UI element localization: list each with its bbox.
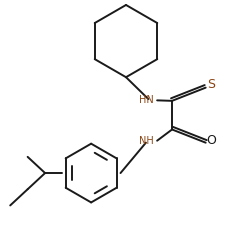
Text: O: O [206, 134, 216, 147]
Text: HN: HN [139, 95, 154, 105]
Text: NH: NH [139, 136, 154, 146]
Text: S: S [207, 78, 215, 91]
